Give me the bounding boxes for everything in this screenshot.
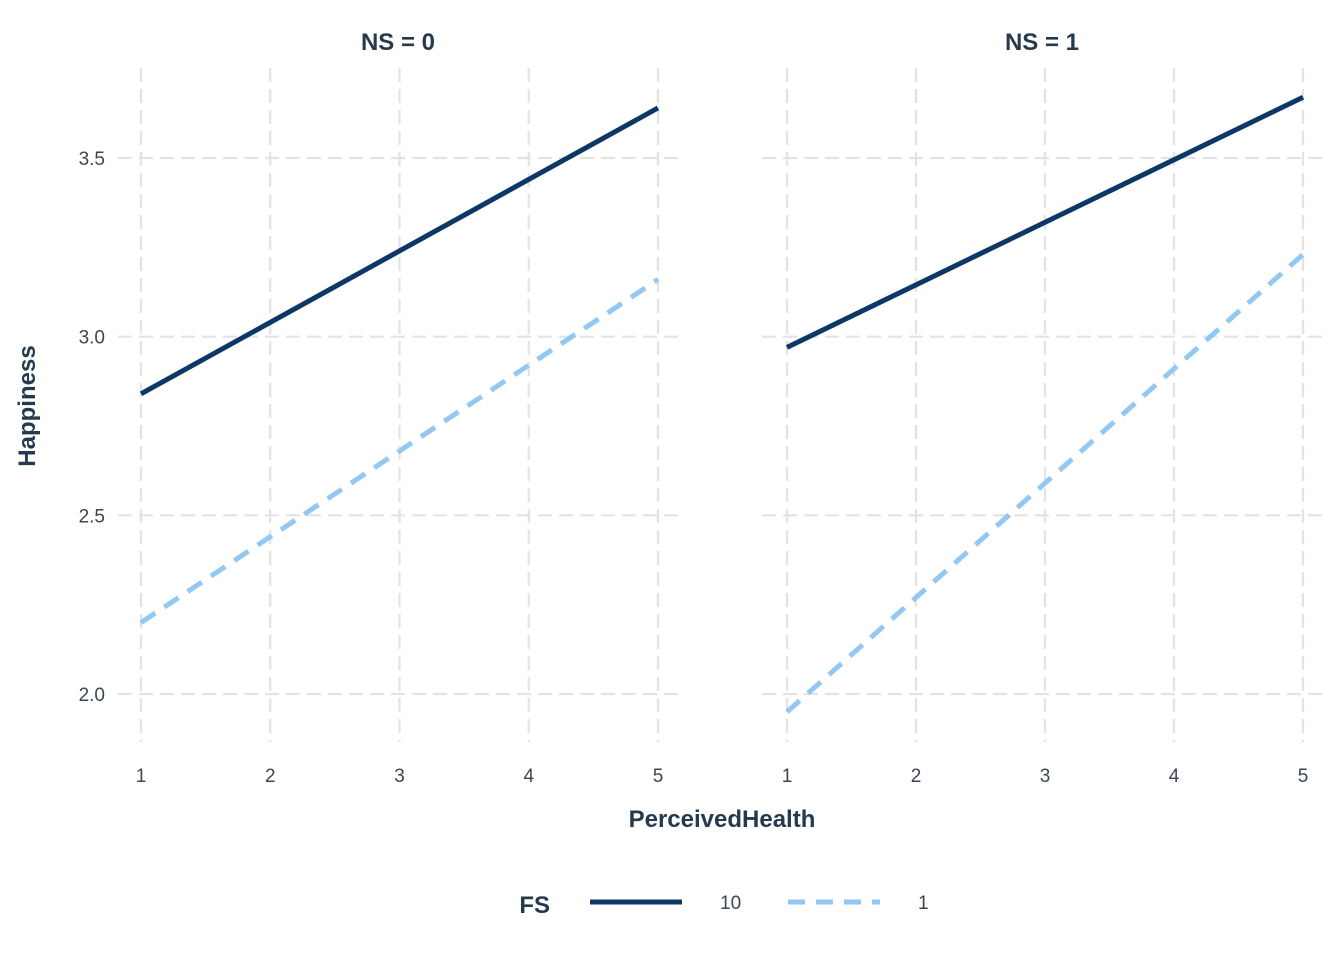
y-tick-label: 2.0 xyxy=(79,685,105,706)
panel-0: NS = 0 1 2 3 4 5 2.0 2.5 3.0 3.5 xyxy=(79,29,678,787)
legend: FS 10 1 xyxy=(519,892,928,919)
x-tick-label: 5 xyxy=(1298,766,1309,787)
y-tick-label: 3.5 xyxy=(79,149,105,170)
y-axis-title: Happiness xyxy=(14,345,41,466)
legend-label-fs-1: 1 xyxy=(918,893,929,914)
series-line-fs-1 xyxy=(785,252,1305,714)
legend-title: FS xyxy=(519,892,550,919)
panel-title: NS = 0 xyxy=(361,29,435,56)
x-tick-label: 5 xyxy=(653,766,664,787)
x-tick-label: 2 xyxy=(265,766,276,787)
x-tick-label: 3 xyxy=(394,766,405,787)
y-tick-label: 3.0 xyxy=(79,328,105,349)
series-line-fs-10 xyxy=(139,105,660,397)
x-tick-label: 1 xyxy=(782,766,793,787)
panel-title: NS = 1 xyxy=(1005,29,1079,56)
x-tick-label: 3 xyxy=(1040,766,1051,787)
x-tick-label: 1 xyxy=(136,766,147,787)
panel-1: NS = 1 1 2 3 4 5 xyxy=(762,29,1322,787)
x-tick-label: 4 xyxy=(523,766,534,787)
x-tick-label: 2 xyxy=(911,766,922,787)
x-axis-title: PerceivedHealth xyxy=(629,806,816,833)
series-line-fs-10 xyxy=(785,95,1305,350)
panels: NS = 0 1 2 3 4 5 2.0 2.5 3.0 3.5 NS = 1 1 2 3 4 5 xyxy=(79,29,1322,787)
series-line-fs-1 xyxy=(139,277,660,625)
y-tick-label: 2.5 xyxy=(79,506,105,527)
legend-label-fs-10: 10 xyxy=(720,893,741,914)
x-tick-label: 4 xyxy=(1169,766,1180,787)
